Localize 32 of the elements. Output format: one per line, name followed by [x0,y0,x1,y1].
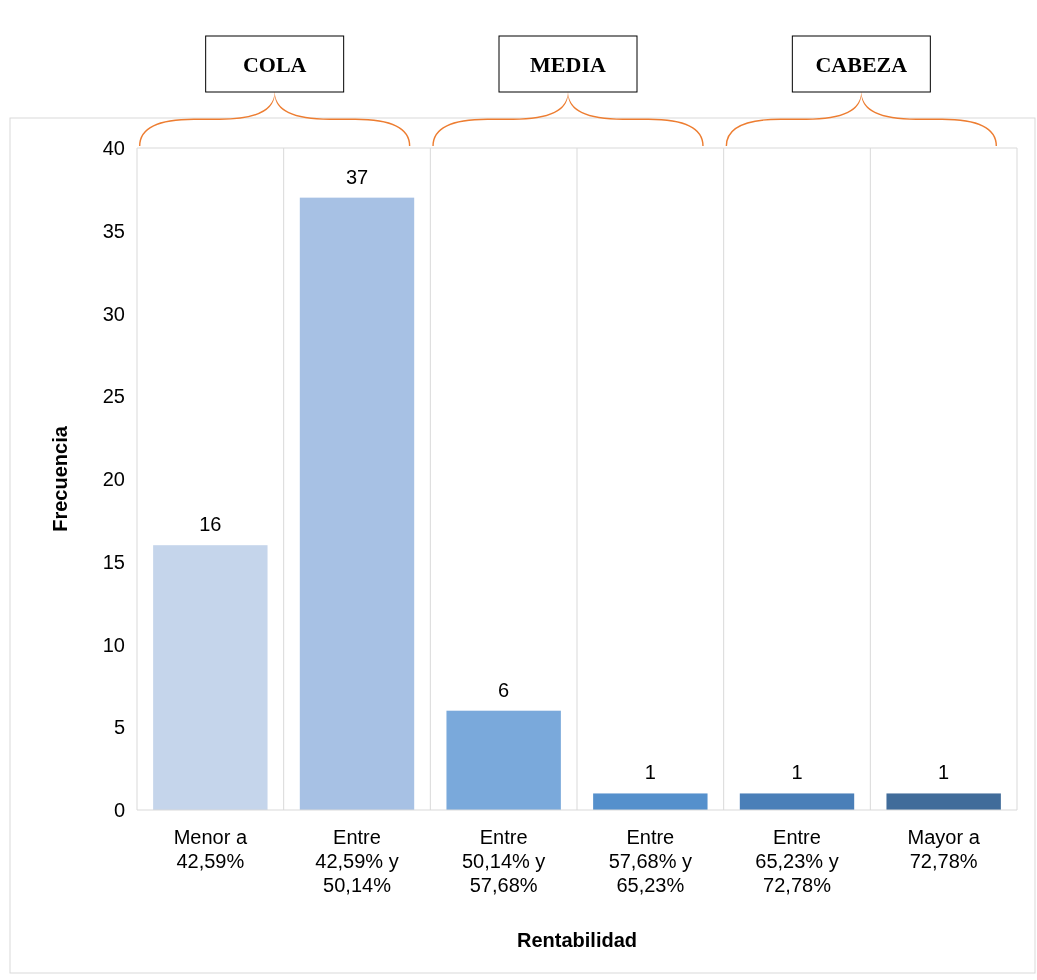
y-tick-label: 40 [102,137,125,159]
data-label: 37 [345,165,369,188]
bar [299,197,415,810]
y-tick-label: 15 [102,550,125,573]
bar [153,545,268,810]
x-tick-label: Entre 57,68% y 65,23% [608,826,693,896]
bar [593,793,708,810]
data-label: 6 [498,678,510,701]
data-label: 1 [938,761,950,784]
x-tick-label: Entre 50,14% y 57,68% [461,826,546,896]
y-tick-label: 30 [102,302,125,325]
text: COLA [242,51,307,77]
x-tick-label: Entre 42,59% y 50,14% [315,826,399,896]
x-tick-label: Menor a 42,59% [173,826,248,872]
data-label: 16 [199,513,222,536]
x-tick-label: Mayor a 72,78% [907,826,981,872]
y-tick-label: 20 [102,468,125,490]
bar [739,793,855,810]
y-tick-label: 5 [113,716,125,739]
y-axis-title: Frecuencia [49,425,71,532]
x-tick-label: Entre 65,23% y 72,78% [755,826,839,896]
y-tick-label: 25 [102,385,125,408]
text: MEDIA [530,51,606,77]
data-label: 1 [791,761,803,784]
bar [446,710,561,810]
data-label: 1 [644,761,656,784]
y-tick-label: 0 [113,799,125,821]
bar [886,793,1001,810]
text: CABEZA [815,51,908,77]
x-axis-title: Rentabilidad [516,929,638,951]
y-tick-label: 10 [102,633,125,656]
y-tick-label: 35 [102,219,125,242]
